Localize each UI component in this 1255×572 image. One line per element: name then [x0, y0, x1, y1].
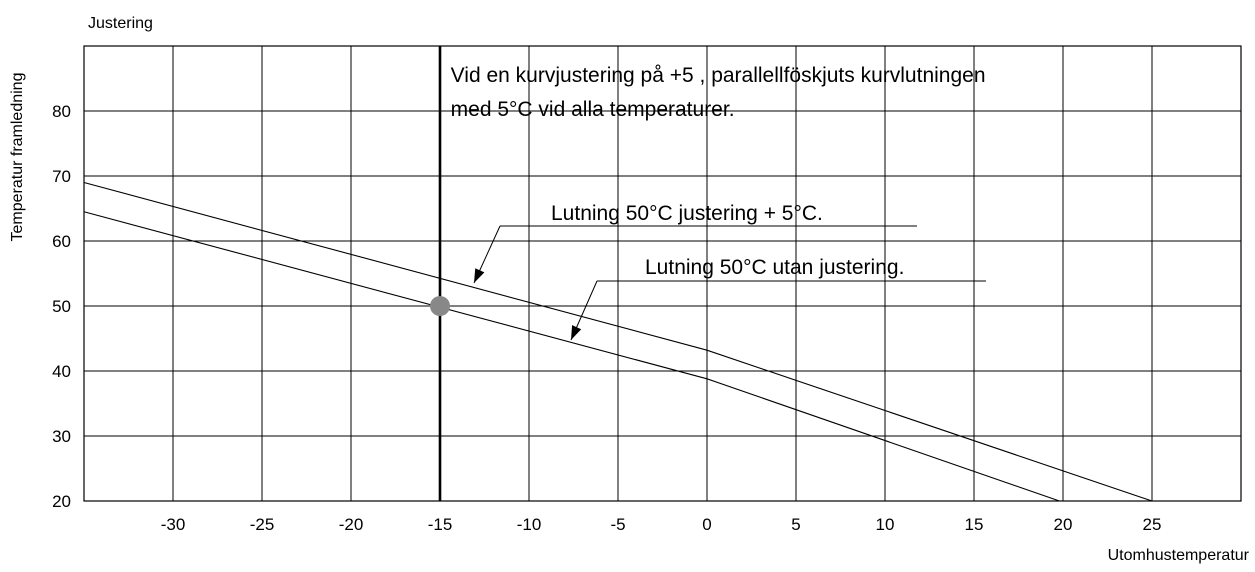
- series-lines: [83, 181, 1153, 502]
- annotation-text-1: Vid en kurvjustering på +5 , parallellfö…: [451, 64, 986, 87]
- y-tick-label: 70: [52, 167, 71, 186]
- x-tick-label: -30: [161, 515, 186, 534]
- annotation-text-2: med 5°C vid alla temperaturer.: [451, 98, 735, 121]
- x-axis-label: Utomhustemperatur: [1108, 547, 1250, 564]
- x-tick-label: 15: [965, 515, 984, 534]
- series-label-arrowhead-2: [571, 325, 582, 340]
- series-label-2: Lutning 50°C utan justering.: [645, 256, 904, 279]
- y-tick-label: 60: [52, 232, 71, 251]
- y-tick-label: 50: [52, 297, 71, 316]
- series-line-2: [83, 211, 1060, 502]
- y-tick-label: 40: [52, 362, 71, 381]
- x-tick-label: -20: [339, 515, 364, 534]
- x-tick-label: -15: [428, 515, 453, 534]
- series-label-1: Lutning 50°C justering + 5°C.: [551, 202, 823, 225]
- series-line-1: [83, 181, 1153, 502]
- y-tick-label: 20: [52, 492, 71, 511]
- x-tick-label: 20: [1054, 515, 1073, 534]
- annotations: Vid en kurvjustering på +5 , parallellfö…: [451, 64, 986, 341]
- plot-frame: [83, 45, 1242, 502]
- grid: [84, 46, 1241, 501]
- x-tick-label: -25: [250, 515, 275, 534]
- y-tick-label: 30: [52, 427, 71, 446]
- chart-title: Justering: [88, 15, 153, 32]
- x-tick-label: 5: [791, 515, 800, 534]
- x-tick-label: -10: [517, 515, 542, 534]
- tick-labels: -30 -25 -20 -15 -10 -5 0 5 10 15 20 25 20 30 40 50 60 70 8…: [52, 102, 1161, 534]
- marker-point: [430, 296, 450, 316]
- y-tick-label: 80: [52, 102, 71, 121]
- x-tick-label: 10: [876, 515, 895, 534]
- x-tick-label: 0: [702, 515, 711, 534]
- y-axis-label: Temperatur framledning: [9, 73, 26, 242]
- series-label-arrowhead-1: [474, 268, 485, 283]
- x-tick-label: 25: [1143, 515, 1162, 534]
- x-tick-label: -5: [610, 515, 625, 534]
- plot-area: [83, 45, 1242, 502]
